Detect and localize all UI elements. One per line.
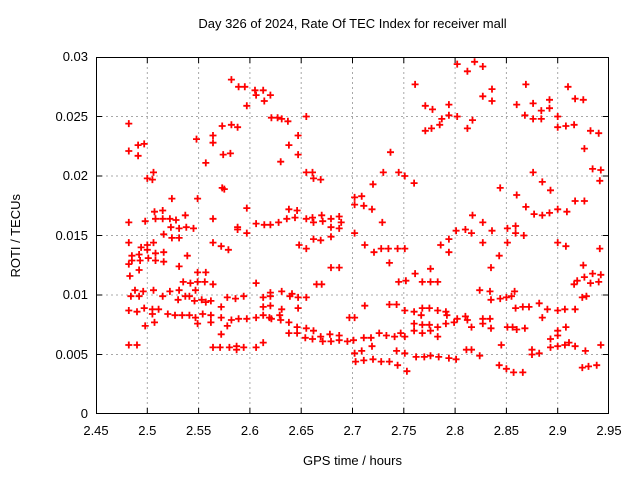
y-tick-label: 0.005 — [55, 346, 88, 362]
y-tick-label: 0.01 — [62, 287, 88, 302]
y-tick-label: 0 — [80, 406, 88, 421]
x-tick-label: 2.75 — [391, 423, 417, 438]
plot-border — [96, 57, 609, 414]
chart-title: Day 326 of 2024, Rate Of TEC Index for r… — [198, 16, 507, 31]
plot-area — [96, 57, 609, 414]
y-tick-label: 0.015 — [55, 227, 88, 243]
x-tick-label: 2.85 — [493, 423, 520, 438]
x-tick-label: 2.55 — [185, 423, 212, 438]
x-tick-label: 2.5 — [138, 423, 157, 438]
y-tick-label: 0.025 — [55, 108, 88, 124]
x-tick-label: 2.45 — [83, 423, 109, 438]
data-point-markers — [125, 58, 605, 376]
y-tick-label: 0.02 — [62, 168, 88, 183]
x-tick-label: 2.9 — [548, 423, 567, 438]
x-tick-label: 2.7 — [343, 423, 362, 438]
y-tick-label: 0.03 — [62, 49, 88, 64]
x-tick-label: 2.8 — [446, 423, 465, 438]
x-tick-label: 2.6 — [240, 423, 259, 438]
x-axis-label: GPS time / hours — [303, 453, 402, 468]
x-tick-label: 2.95 — [596, 423, 622, 438]
x-tick-label: 2.65 — [288, 423, 314, 438]
gridlines — [96, 57, 609, 414]
tick-marks — [96, 57, 609, 414]
scatter-plot-svg — [96, 57, 609, 414]
